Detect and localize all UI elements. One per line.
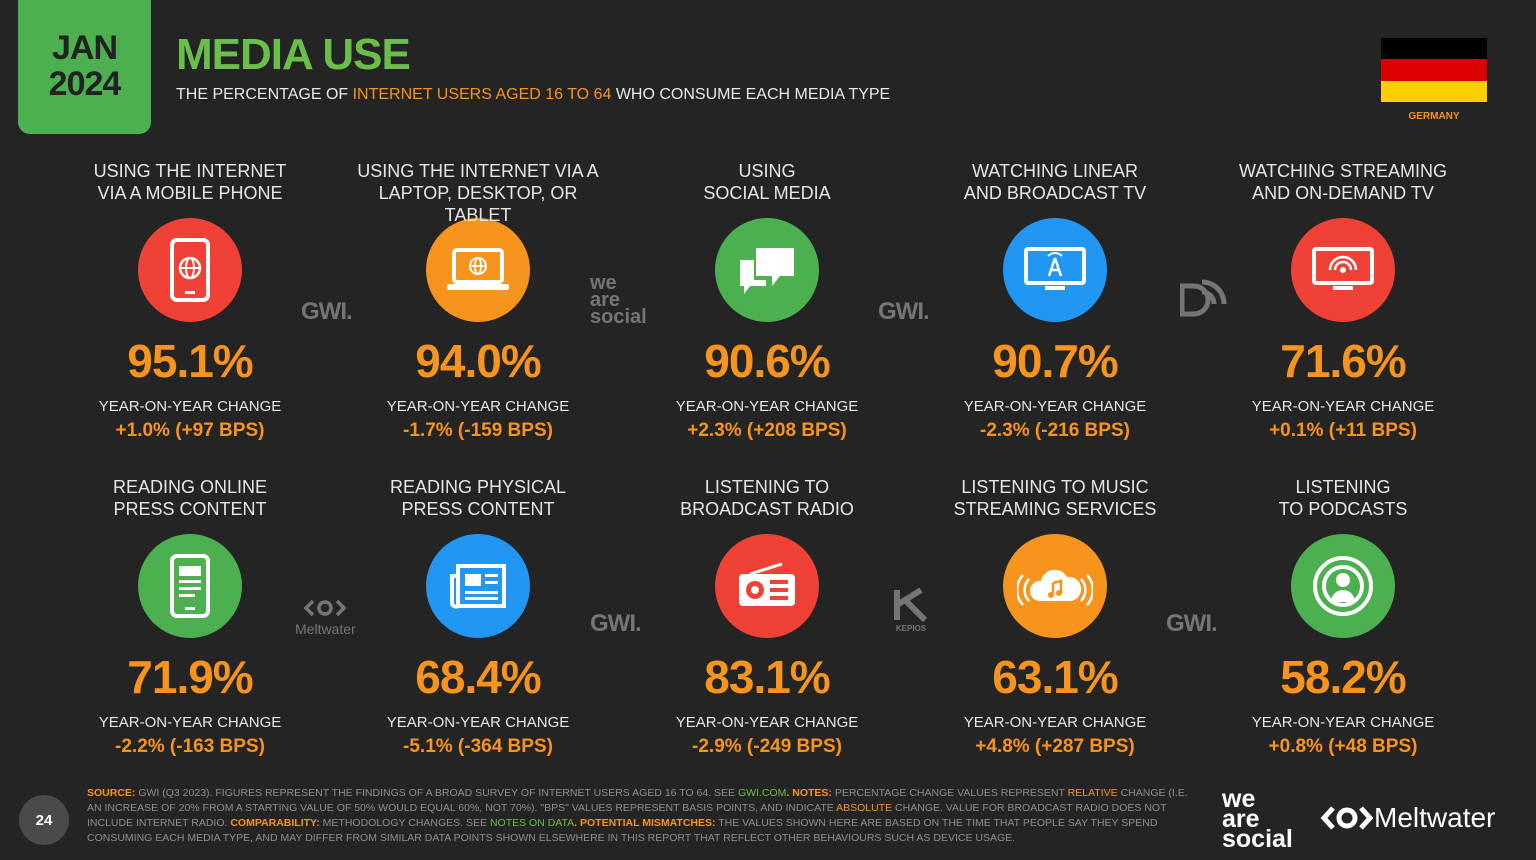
page-number: 24 [19,795,69,845]
radio-icon [715,534,819,638]
laptop-icon [426,218,530,322]
tile-change: -2.2% (-163 BPS) [115,736,265,757]
tile-online-press: READING ONLINE PRESS CONTENT 71.9% YEAR-O… [60,476,320,758]
tile-label: WATCHING STREAMING AND ON-DEMAND TV [1239,161,1447,203]
tile-change: -2.9% (-249 BPS) [692,736,842,757]
gwi-watermark: GWI. [590,610,642,637]
tile-yoy-label: YEAR-ON-YEAR CHANGE [963,714,1147,731]
tile-change: +0.8% (+48 BPS) [1268,736,1418,757]
datareportal-watermark-icon [1179,278,1228,327]
tile-streaming-tv: WATCHING STREAMING AND ON-DEMAND TV 71.6%… [1213,160,1473,442]
germany-flag-icon [1381,38,1487,102]
gwi-link[interactable]: GWI.COM [737,787,787,799]
tile-label: LISTENING TO PODCASTS [1278,477,1408,519]
tile-label: READING PHYSICAL PRESS CONTENT [389,477,567,519]
tile-value: 90.6% [704,335,830,387]
date-month: JAN [51,29,118,67]
tile-broadcast-radio: LISTENING TO BROADCAST RADIO 83.1% YEAR-O… [637,476,897,758]
date-year: 2024 [48,65,122,103]
tile-label: WATCHING LINEAR AND BROADCAST TV [963,161,1147,203]
we-are-social-watermark: we are social [590,272,647,328]
page-subtitle: THE PERCENTAGE OF INTERNET USERS AGED 16… [176,86,890,104]
meltwater-logo: Meltwater [1320,802,1495,834]
tv-antenna-icon [1003,218,1107,322]
tile-value: 71.6% [1280,335,1406,387]
tile-value: 95.1% [127,335,253,387]
tile-yoy-label: YEAR-ON-YEAR CHANGE [1251,714,1435,731]
gwi-watermark: GWI. [1166,610,1218,637]
tile-change: -5.1% (-364 BPS) [403,736,553,757]
tile-yoy-label: YEAR-ON-YEAR CHANGE [386,398,570,415]
tile-yoy-label: YEAR-ON-YEAR CHANGE [98,714,282,731]
newspaper-icon [426,534,530,638]
subtitle-pre: THE PERCENTAGE OF [176,86,353,103]
subtitle-post: WHO CONSUME EACH MEDIA TYPE [611,86,891,103]
tile-value: 63.1% [992,651,1118,703]
page-title: MEDIA USE [176,30,411,79]
we-are-social-logo: we are social [1222,785,1293,853]
tile-linear-tv: WATCHING LINEAR AND BROADCAST TV 90.7% YE… [925,160,1185,442]
tile-yoy-label: YEAR-ON-YEAR CHANGE [98,398,282,415]
tile-computer-internet: USING THE INTERNET VIA A LAPTOP, DESKTOP,… [348,160,608,442]
tile-value: 83.1% [704,651,830,703]
meltwater-logo-icon [1320,806,1374,830]
tile-value: 94.0% [415,335,541,387]
tile-yoy-label: YEAR-ON-YEAR CHANGE [963,398,1147,415]
tile-label: READING ONLINE PRESS CONTENT [112,477,268,519]
tile-label: USING THE INTERNET VIA A LAPTOP, DESKTOP,… [357,161,599,225]
tile-change: +1.0% (+97 BPS) [115,420,265,441]
notes-on-data-link[interactable]: NOTES ON DATA [489,817,575,829]
gwi-watermark: GWI. [301,298,353,325]
cloud-music-icon [1003,534,1107,638]
tile-value: 71.9% [127,651,253,703]
date-badge: JAN 2024 [18,0,151,134]
tile-yoy-label: YEAR-ON-YEAR CHANGE [386,714,570,731]
tile-change: +4.8% (+287 BPS) [975,736,1135,757]
kepios-watermark: KEPIOS [893,587,929,633]
mobile-article-icon [138,534,242,638]
tile-value: 90.7% [992,335,1118,387]
mobile-phone-icon [138,218,242,322]
tile-label: USING SOCIAL MEDIA [703,161,831,203]
tile-value: 68.4% [415,651,541,703]
meltwater-watermark-icon [303,599,347,617]
streaming-tv-icon [1291,218,1395,322]
tile-change: +0.1% (+11 BPS) [1269,420,1417,441]
footer-notes: SOURCE: GWI (Q3 2023). FIGURES REPRESENT… [87,787,1188,844]
tile-change: -1.7% (-159 BPS) [403,420,553,441]
tile-yoy-label: YEAR-ON-YEAR CHANGE [1251,398,1435,415]
subtitle-highlight: INTERNET USERS AGED 16 TO 64 [352,86,612,103]
podcast-icon [1291,534,1395,638]
tile-change: -2.3% (-216 BPS) [980,420,1130,441]
tile-mobile-internet: USING THE INTERNET VIA A MOBILE PHONE 95.… [60,160,320,442]
kepios-watermark-icon [894,587,928,623]
tile-music-streaming: LISTENING TO MUSIC STREAMING SERVICES 63.… [925,476,1185,758]
chat-bubbles-icon [715,218,819,322]
tile-label: LISTENING TO MUSIC STREAMING SERVICES [953,477,1157,519]
tile-label: USING THE INTERNET VIA A MOBILE PHONE [93,161,287,203]
gwi-watermark: GWI. [878,298,930,325]
tile-change: +2.3% (+208 BPS) [687,420,847,441]
tile-yoy-label: YEAR-ON-YEAR CHANGE [675,398,859,415]
country-label: GERMANY [1408,111,1460,122]
tile-value: 58.2% [1280,651,1406,703]
tile-social-media: USING SOCIAL MEDIA 90.6% YEAR-ON-YEAR CHA… [637,160,897,442]
tile-podcasts: LISTENING TO PODCASTS 58.2% YEAR-ON-YEAR … [1213,476,1473,758]
meltwater-watermark: Meltwater [295,598,356,637]
tile-yoy-label: YEAR-ON-YEAR CHANGE [675,714,859,731]
tile-physical-press: READING PHYSICAL PRESS CONTENT 68.4% YEAR… [348,476,608,758]
tile-label: LISTENING TO BROADCAST RADIO [680,477,854,519]
